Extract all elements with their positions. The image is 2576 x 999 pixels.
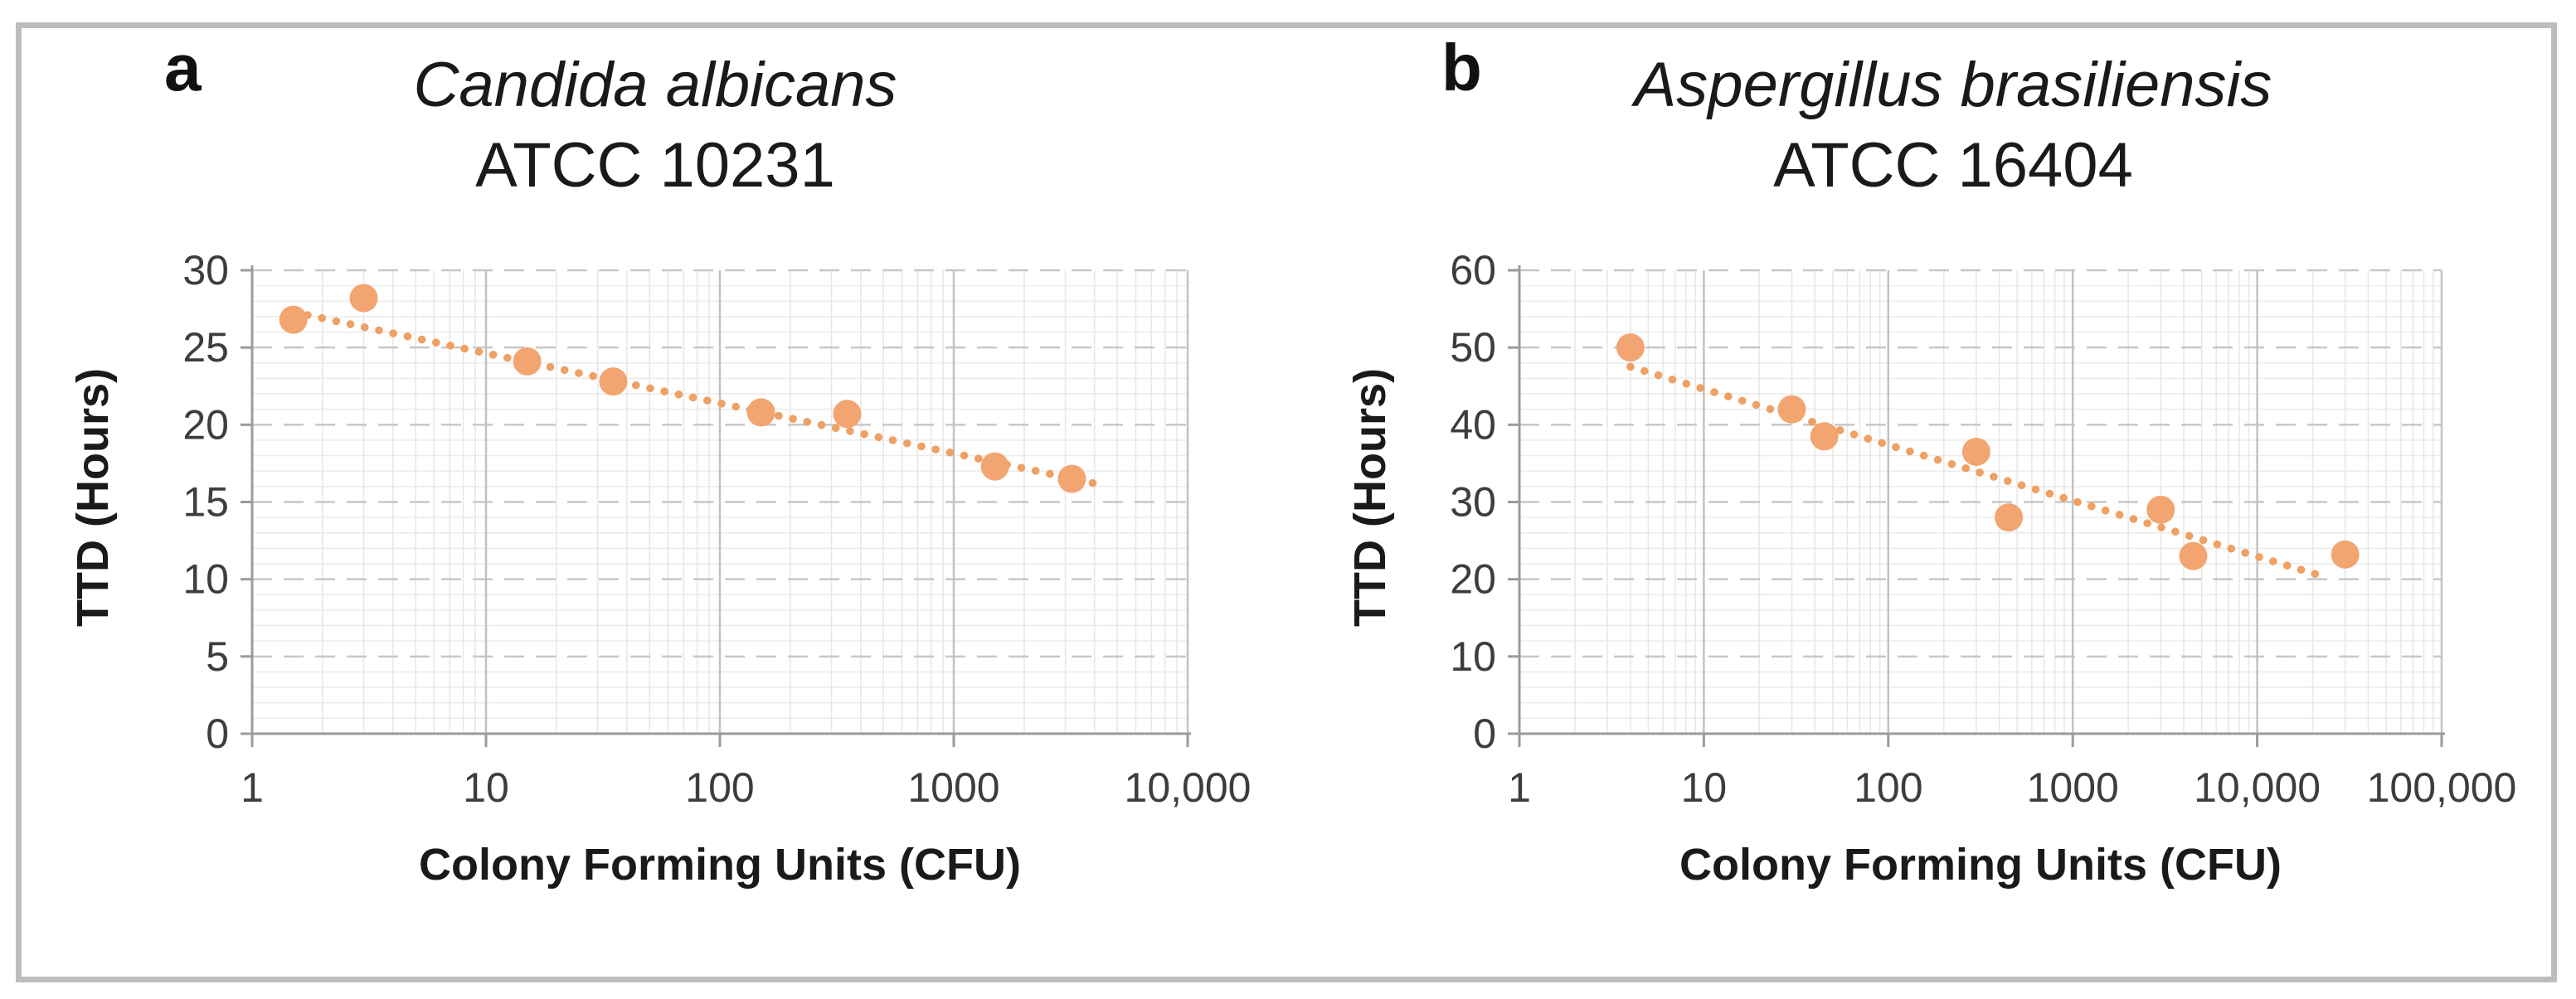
- panel-b-y-axis-title: TTD (Hours): [1345, 368, 1395, 627]
- panel-a-strain-id: ATCC 10231: [475, 130, 835, 201]
- data-point: [2179, 541, 2208, 570]
- x-tick-label: 10: [463, 764, 509, 811]
- x-tick-label: 10,000: [1125, 764, 1252, 811]
- y-tick-label: 50: [1450, 324, 1496, 371]
- data-point: [279, 305, 308, 334]
- data-point: [349, 284, 378, 313]
- y-tick-label: 5: [206, 633, 229, 680]
- y-tick-label: 20: [1450, 556, 1496, 603]
- y-tick-label: 30: [182, 247, 229, 293]
- x-tick-label: 10,000: [2194, 764, 2321, 811]
- panel-b-strain-id: ATCC 16404: [1773, 130, 2133, 201]
- y-tick-label: 30: [1450, 479, 1496, 526]
- x-tick-label: 10: [1681, 764, 1728, 811]
- y-tick-label: 10: [182, 556, 229, 603]
- x-tick-label: 1: [241, 764, 264, 811]
- data-point: [746, 398, 775, 427]
- panel-b-letter: b: [1441, 31, 1482, 104]
- panel-b-title: Aspergillus brasiliensis ATCC 16404: [1538, 45, 2368, 206]
- data-point: [513, 347, 542, 376]
- x-tick-label: 1000: [907, 764, 999, 811]
- data-point: [1616, 333, 1645, 362]
- data-point: [1810, 422, 1839, 451]
- data-point: [1057, 464, 1086, 493]
- y-tick-label: 0: [1473, 710, 1496, 757]
- panel-a-species-name: Candida albicans: [413, 50, 897, 120]
- data-point: [2331, 540, 2360, 569]
- data-point: [2146, 495, 2175, 524]
- x-tick-label: 1: [1508, 764, 1531, 811]
- x-tick-label: 100: [685, 764, 754, 811]
- data-point: [833, 400, 862, 429]
- data-point: [1995, 503, 2024, 532]
- x-tick-label: 100: [1854, 764, 1922, 811]
- y-tick-label: 25: [182, 324, 229, 371]
- y-tick-label: 20: [182, 401, 229, 448]
- y-tick-label: 15: [182, 479, 229, 526]
- data-point: [599, 367, 628, 396]
- panel-a-x-axis-title: Colony Forming Units (CFU): [419, 840, 1021, 890]
- trendline-dotted: [289, 308, 1106, 489]
- trendline-dotted: [1626, 362, 2331, 582]
- y-tick-label: 60: [1450, 247, 1496, 293]
- panel-a-title: Candida albicans ATCC 10231: [241, 45, 1070, 206]
- data-point: [1961, 437, 1990, 466]
- x-tick-label: 1000: [2027, 764, 2119, 811]
- panel-a-y-axis-title: TTD (Hours): [68, 368, 118, 627]
- y-tick-label: 40: [1450, 401, 1496, 448]
- data-point: [980, 452, 1009, 481]
- panel-a-letter: a: [164, 31, 202, 104]
- y-tick-label: 10: [1450, 633, 1496, 680]
- data-point: [1777, 395, 1806, 424]
- panel-b-species-name: Aspergillus brasiliensis: [1634, 50, 2272, 120]
- x-tick-label: 100,000: [2367, 764, 2517, 811]
- y-tick-label: 0: [206, 710, 229, 757]
- panel-b-x-axis-title: Colony Forming Units (CFU): [1679, 840, 2282, 890]
